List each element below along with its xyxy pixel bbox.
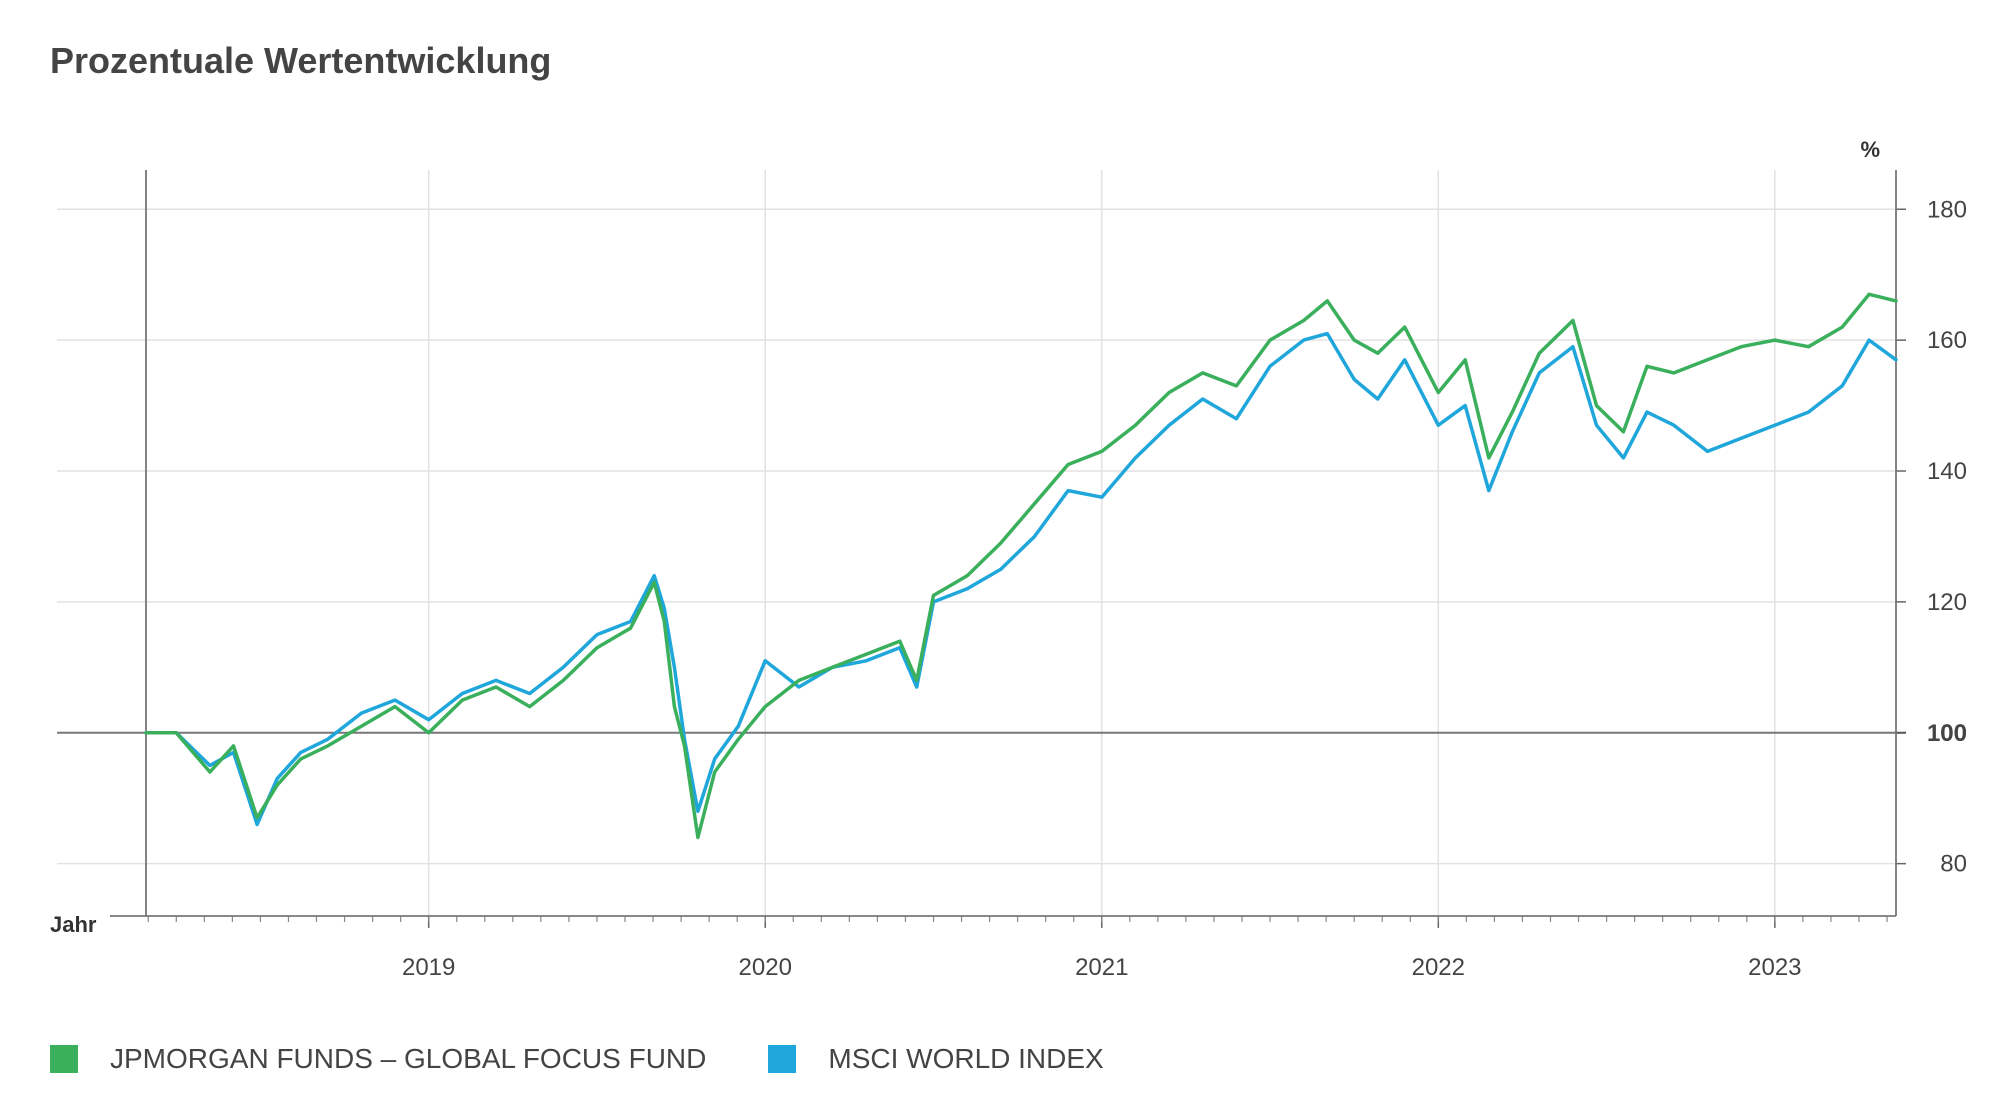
baseline-label: 100 (1927, 720, 1967, 747)
y-tick-label: 180 (1927, 196, 1967, 223)
legend-label: MSCI WORLD INDEX (828, 1043, 1104, 1074)
x-tick-label: 2020 (739, 954, 792, 981)
legend-label: JPMORGAN FUNDS – GLOBAL FOCUS FUND (110, 1043, 707, 1074)
legend: JPMORGAN FUNDS – GLOBAL FOCUS FUND MSCI W… (50, 1043, 1104, 1075)
x-tick-label: 2021 (1075, 954, 1128, 981)
series-layer (144, 292, 1898, 840)
legend-swatch (50, 1045, 78, 1073)
grid-layer (57, 170, 1896, 916)
legend-item: MSCI WORLD INDEX (768, 1043, 1104, 1075)
y-tick-label: 120 (1927, 589, 1967, 616)
y-tick-label: 80 (1940, 851, 1967, 878)
x-axis-label: Jahr (50, 912, 97, 937)
series-line-msci-world-index (144, 331, 1898, 827)
legend-item: JPMORGAN FUNDS – GLOBAL FOCUS FUND (50, 1043, 706, 1075)
x-tick-label: 2019 (402, 954, 455, 981)
y-tick-label: 140 (1927, 458, 1967, 485)
series-line-jpmorgan-funds-global-focus-fund (144, 292, 1898, 840)
chart-title: Prozentuale Wertentwicklung (50, 40, 552, 81)
legend-swatch (768, 1045, 797, 1073)
x-tick-label: 2022 (1412, 954, 1465, 981)
y-tick-label: 160 (1927, 327, 1967, 354)
y-axis-unit-label: % (1860, 137, 1880, 162)
y-tick-label: 100 (1927, 720, 1967, 747)
x-tick-label: 2023 (1748, 954, 1801, 981)
